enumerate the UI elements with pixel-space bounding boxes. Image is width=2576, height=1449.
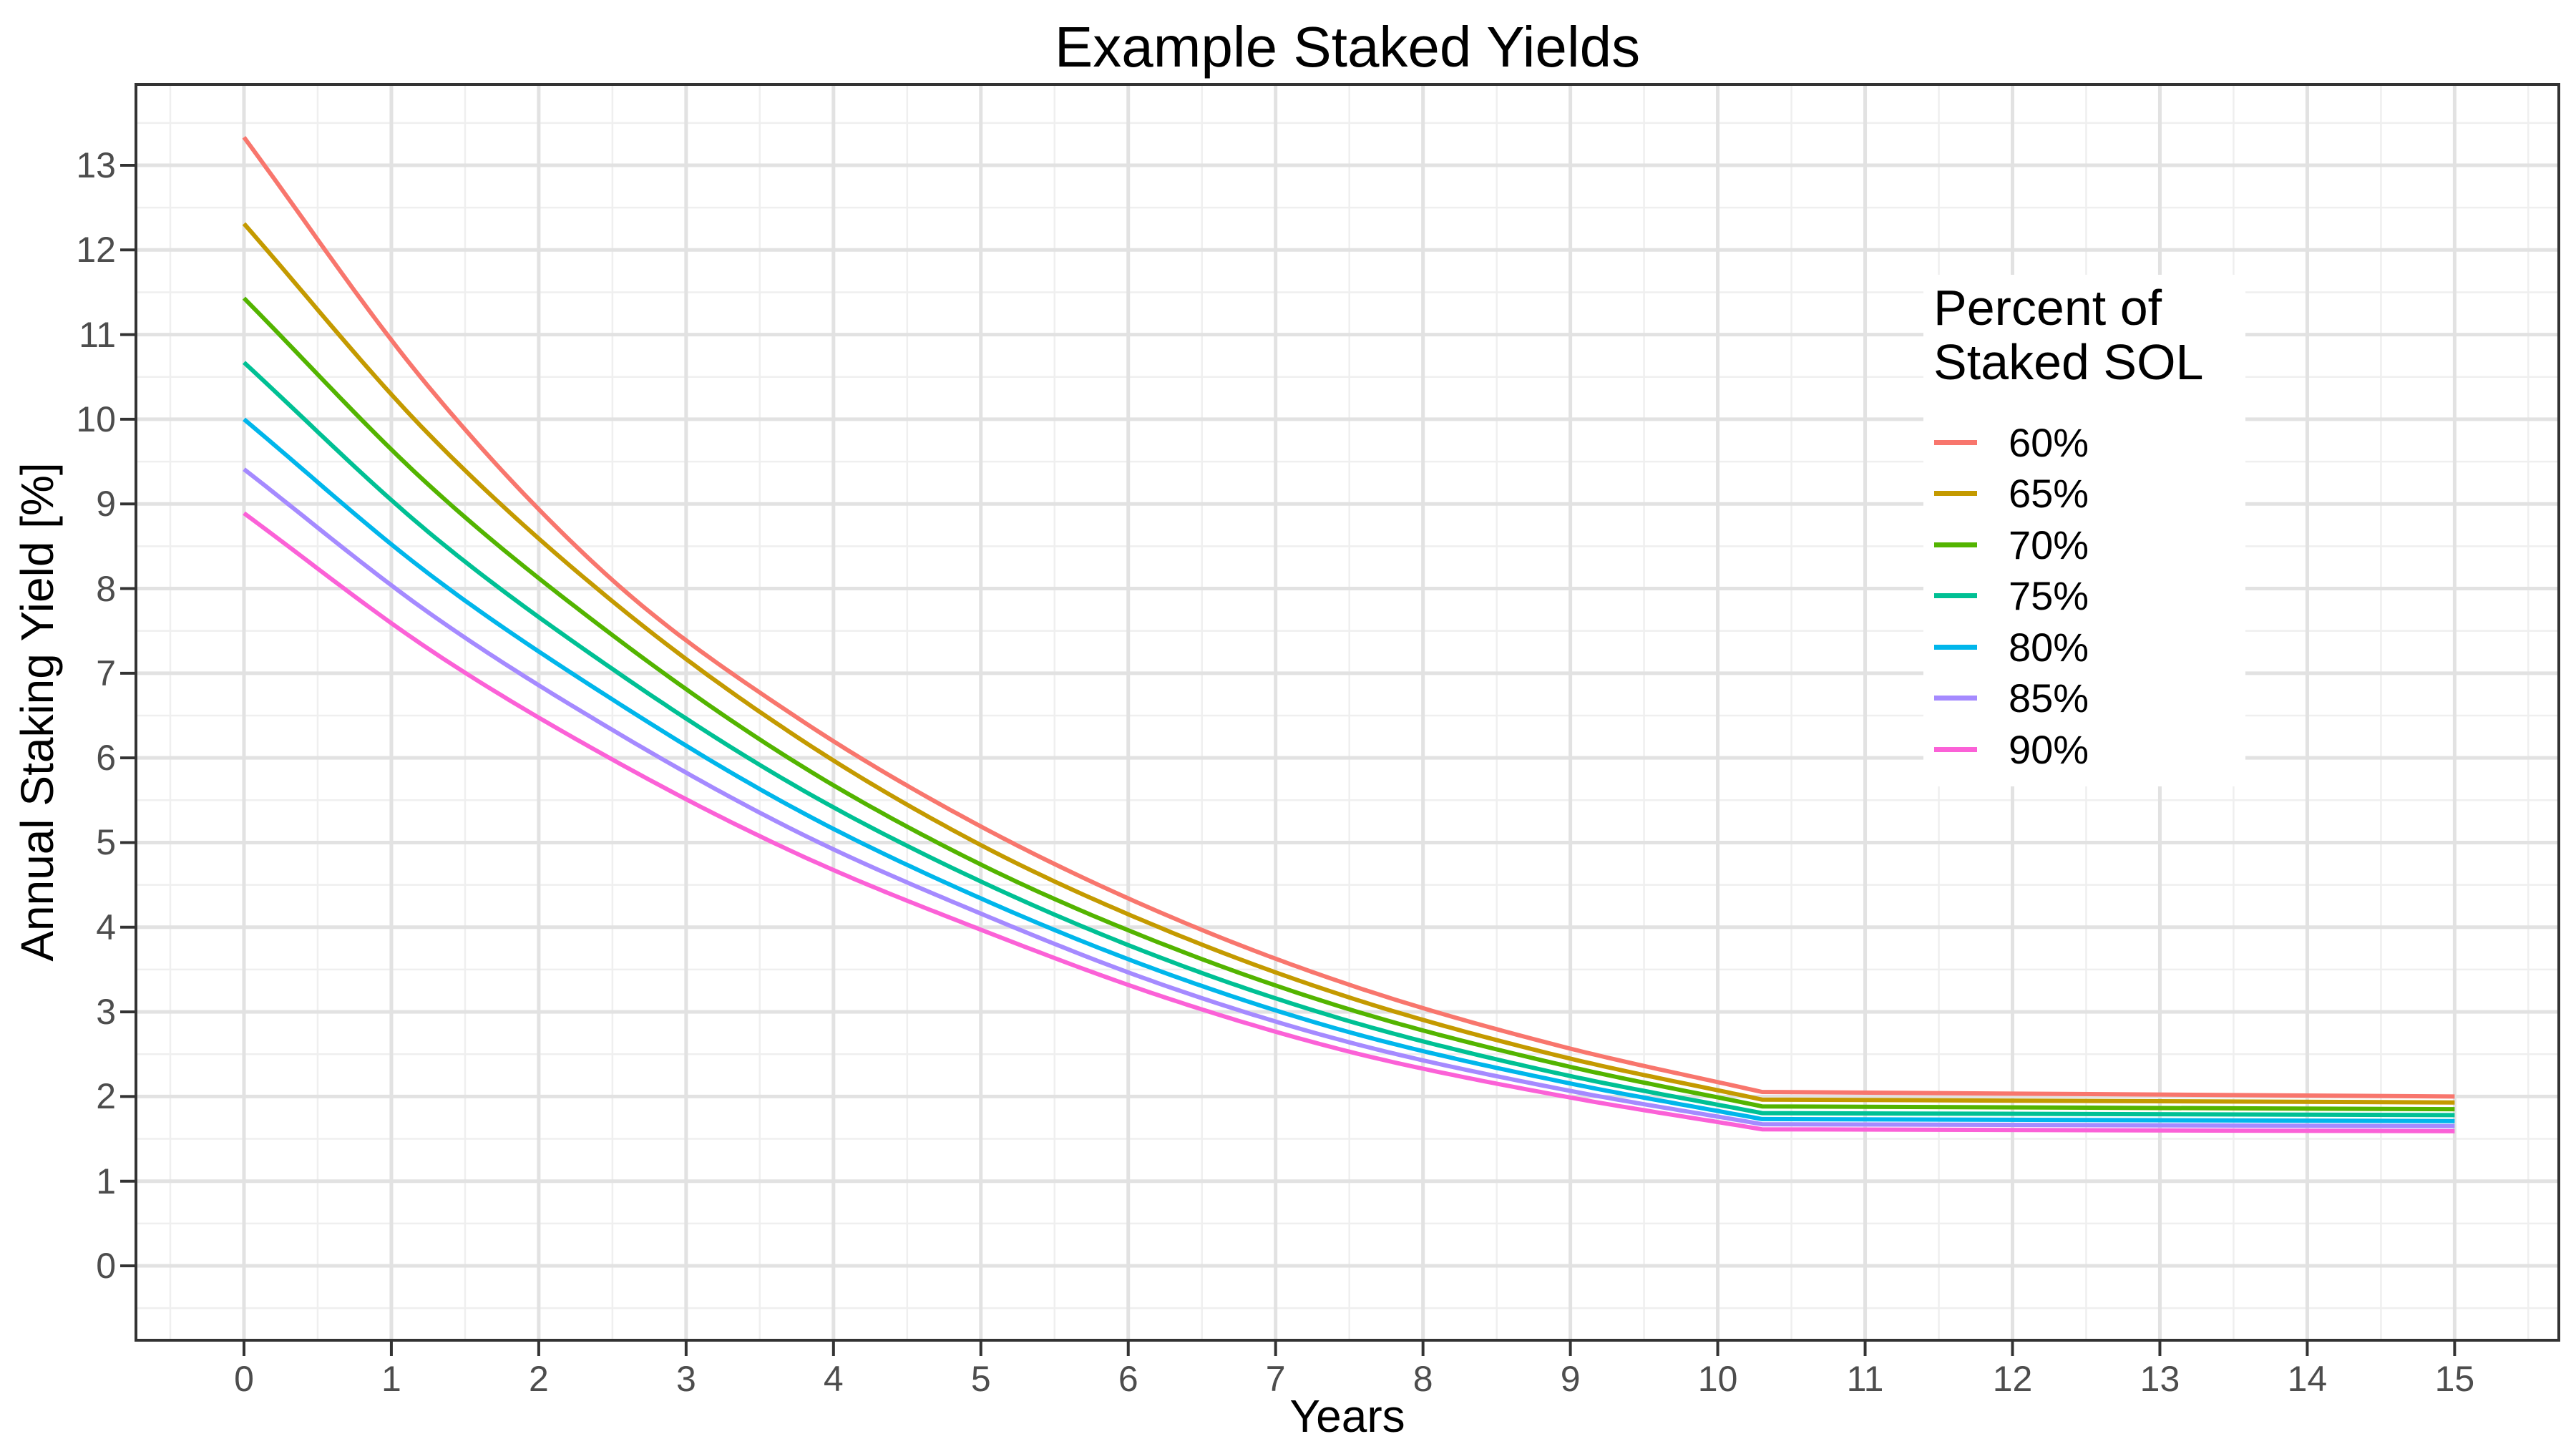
x-tick-label: 1	[381, 1359, 401, 1399]
x-tick-label: 10	[1697, 1359, 1738, 1399]
y-tick-label: 1	[96, 1161, 116, 1201]
x-tick-label: 2	[528, 1359, 549, 1399]
legend-item-65: 65%	[1933, 468, 2245, 519]
x-tick-label: 15	[2434, 1359, 2475, 1399]
series-line-65	[242, 222, 2455, 1105]
y-tick-label: 7	[96, 653, 116, 693]
series-line-80	[243, 417, 2455, 1123]
x-tick-label: 9	[1560, 1359, 1581, 1399]
x-tick-label: 8	[1413, 1359, 1433, 1399]
legend-line-swatch	[1934, 593, 1977, 599]
y-tick-label: 2	[96, 1076, 116, 1117]
y-tick-label: 13	[76, 145, 116, 185]
y-axis-title: Annual Staking Yield [%]	[11, 462, 63, 962]
y-tick-label: 12	[76, 230, 116, 270]
legend-items: 60% 65% 70% 75% 80% 85% 90%	[1933, 417, 2245, 776]
y-tick-label: 11	[79, 314, 116, 355]
legend-item-80: 80%	[1933, 622, 2245, 673]
x-tick-label: 3	[675, 1359, 696, 1399]
y-tick-label: 4	[96, 907, 116, 947]
legend-item-70: 70%	[1933, 519, 2245, 571]
legend-item-90: 90%	[1933, 724, 2245, 776]
legend-label: 75%	[2009, 573, 2089, 619]
y-tick-label: 5	[96, 822, 116, 863]
legend-line-swatch	[1934, 644, 1977, 650]
y-tick-label: 3	[96, 992, 116, 1033]
x-tick-label: 12	[1992, 1359, 2033, 1399]
legend-label: 85%	[2009, 675, 2089, 721]
chart-title: Example Staked Yields	[1054, 15, 1641, 79]
x-tick-label: 13	[2140, 1359, 2180, 1399]
x-tick-label: 4	[823, 1359, 844, 1399]
x-tick-label: 5	[970, 1359, 991, 1399]
legend-line-swatch	[1934, 542, 1977, 547]
legend-label: 65%	[2009, 471, 2089, 517]
legend-item-85: 85%	[1933, 673, 2245, 724]
legend-line-swatch	[1934, 491, 1977, 497]
y-tick-label: 9	[96, 484, 116, 525]
y-tick-label: 10	[76, 399, 116, 439]
panel-border	[135, 83, 2560, 1342]
legend-label: 80%	[2009, 624, 2089, 670]
legend-label: 90%	[2009, 726, 2089, 772]
x-tick-label: 6	[1118, 1359, 1138, 1399]
series-line-75	[242, 361, 2455, 1118]
legend-label: 60%	[2009, 419, 2089, 465]
y-tick-label: 6	[96, 738, 116, 779]
x-tick-label: 14	[2287, 1359, 2328, 1399]
legend-item-60: 60%	[1933, 417, 2245, 469]
x-tick-label: 7	[1265, 1359, 1286, 1399]
legend-line-swatch	[1934, 746, 1977, 752]
series-line-90	[243, 511, 2455, 1133]
legend: Percent of Staked SOL 60% 65% 70% 75% 80% 85%…	[1923, 275, 2245, 787]
series-line-70	[242, 296, 2455, 1112]
x-axis-title: Years	[1289, 1390, 1405, 1442]
y-tick-label: 0	[96, 1246, 116, 1286]
series-line-60	[242, 136, 2455, 1099]
legend-line-swatch	[1934, 696, 1977, 701]
y-tick-label: 8	[96, 568, 116, 609]
legend-title: Percent of Staked SOL	[1933, 280, 2204, 391]
legend-label: 70%	[2009, 522, 2089, 567]
legend-line-swatch	[1934, 439, 1977, 445]
x-tick-label: 0	[234, 1359, 254, 1399]
series-line-85	[243, 467, 2455, 1128]
x-tick-label: 11	[1846, 1359, 1884, 1399]
legend-item-75: 75%	[1933, 570, 2245, 622]
